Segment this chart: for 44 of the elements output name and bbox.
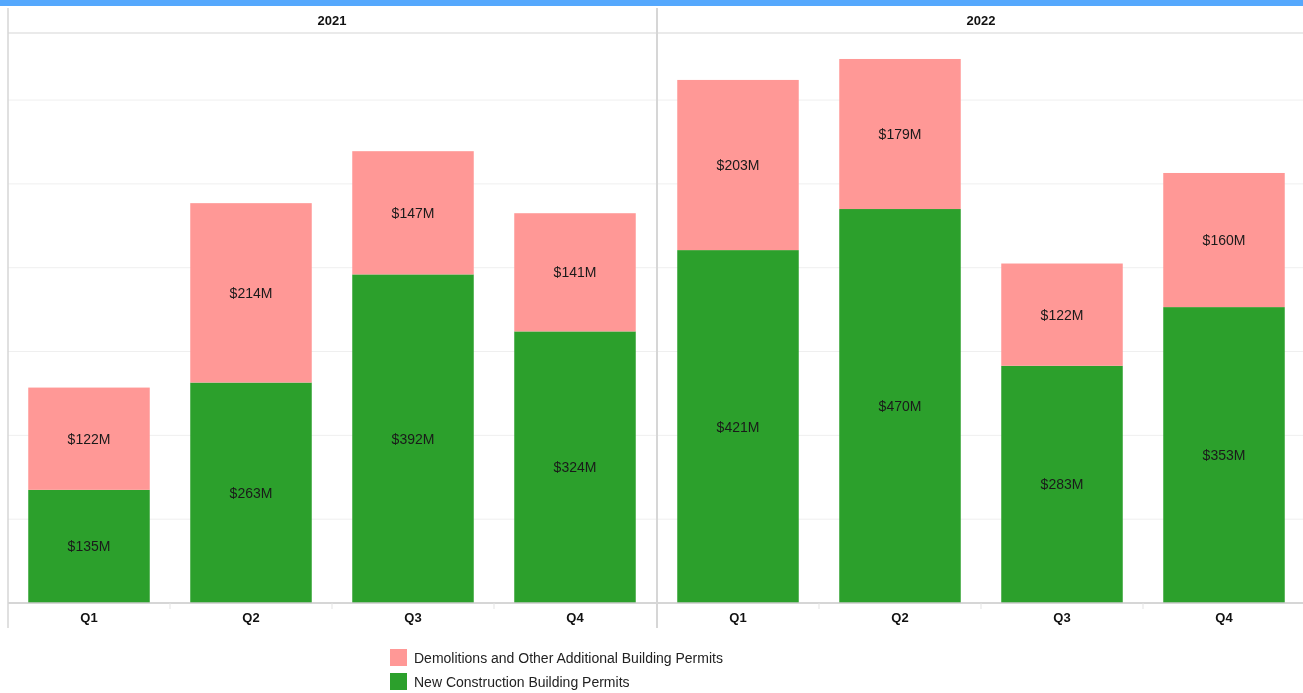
data-label: $470M	[878, 398, 922, 415]
bar	[514, 213, 636, 332]
bar	[1001, 365, 1123, 603]
bar	[190, 203, 312, 383]
bar	[28, 387, 150, 490]
bar	[1001, 263, 1123, 366]
x-tick-label: Q2	[242, 610, 260, 625]
x-tick-label: Q1	[80, 610, 98, 625]
x-tick-label: Q4	[566, 610, 585, 625]
x-tick-label: Q3	[404, 610, 422, 625]
bar	[352, 274, 474, 603]
data-label: $353M	[1202, 447, 1246, 464]
data-label: $141M	[553, 264, 597, 281]
data-label: $214M	[229, 284, 273, 301]
data-label: $147M	[391, 204, 435, 221]
data-label: $160M	[1202, 232, 1246, 249]
data-label: $392M	[391, 430, 435, 447]
data-label: $135M	[67, 538, 111, 555]
data-label: $179M	[878, 126, 922, 143]
x-tick-label: Q4	[1215, 610, 1234, 625]
bar	[1163, 172, 1285, 308]
bar	[514, 331, 636, 603]
bar	[28, 489, 150, 603]
bar	[1163, 307, 1285, 603]
data-label: $421M	[716, 418, 760, 435]
bar	[677, 250, 799, 603]
data-label: $203M	[716, 157, 760, 174]
bar	[677, 79, 799, 251]
x-tick-label: Q1	[729, 610, 747, 625]
data-label: $263M	[229, 484, 273, 501]
data-label: $324M	[553, 459, 597, 476]
legend-label: Demolitions and Other Additional Building Permits	[414, 650, 723, 666]
legend-label: New Construction Building Permits	[414, 674, 630, 690]
data-label: $122M	[67, 430, 111, 447]
bar	[839, 209, 961, 603]
x-tick-label: Q3	[1053, 610, 1071, 625]
bar	[839, 58, 961, 210]
bar	[190, 382, 312, 603]
x-tick-label: Q2	[891, 610, 909, 625]
data-label: $283M	[1040, 476, 1084, 493]
bar	[352, 151, 474, 275]
data-label: $122M	[1040, 306, 1084, 323]
chart-title: 2021	[317, 13, 347, 28]
chart-title: 2022	[966, 13, 996, 28]
